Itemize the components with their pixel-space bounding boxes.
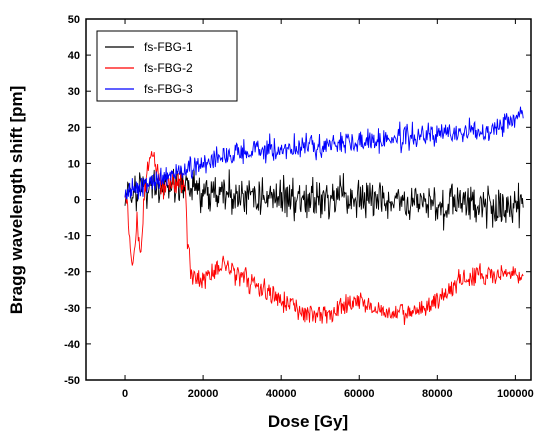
y-tick-label: -40 <box>64 339 80 351</box>
x-tick-label: 40000 <box>266 388 297 400</box>
y-tick-label: -10 <box>64 231 80 243</box>
x-tick-label: 0 <box>122 388 128 400</box>
series-line-fs-fbg-2 <box>124 151 524 326</box>
y-tick-label: 50 <box>68 14 80 26</box>
y-tick-label: -50 <box>64 375 80 387</box>
legend: fs-FBG-1 fs-FBG-2 fs-FBG-3 <box>96 30 238 102</box>
y-tick-label: -30 <box>64 303 80 315</box>
y-axis: -50 -40 -30 -20 -10 0 10 20 30 40 50 <box>64 14 531 387</box>
x-axis-title: Dose [Gy] <box>268 412 348 431</box>
series-layer <box>124 106 524 326</box>
y-tick-label: 20 <box>68 122 80 134</box>
x-tick-label: 20000 <box>188 388 219 400</box>
y-tick-label: 10 <box>68 158 80 170</box>
x-tick-label: 60000 <box>344 388 375 400</box>
series-line-fs-fbg-3 <box>124 106 524 200</box>
y-tick-label: -20 <box>64 267 80 279</box>
legend-label-fs-fbg-2: fs-FBG-2 <box>144 61 193 75</box>
legend-label-fs-fbg-1: fs-FBG-1 <box>144 40 193 54</box>
legend-label-fs-fbg-3: fs-FBG-3 <box>144 82 193 96</box>
series-line-fs-fbg-1 <box>124 167 524 231</box>
y-axis-title: Bragg wavelength shift [pm] <box>7 86 26 315</box>
x-tick-label: 80000 <box>422 388 453 400</box>
y-tick-label: 30 <box>68 86 80 98</box>
x-tick-label: 100000 <box>497 388 534 400</box>
y-tick-label: 0 <box>74 195 80 207</box>
y-tick-label: 40 <box>68 50 80 62</box>
x-axis: 0 20000 40000 60000 80000 100000 <box>122 19 534 400</box>
